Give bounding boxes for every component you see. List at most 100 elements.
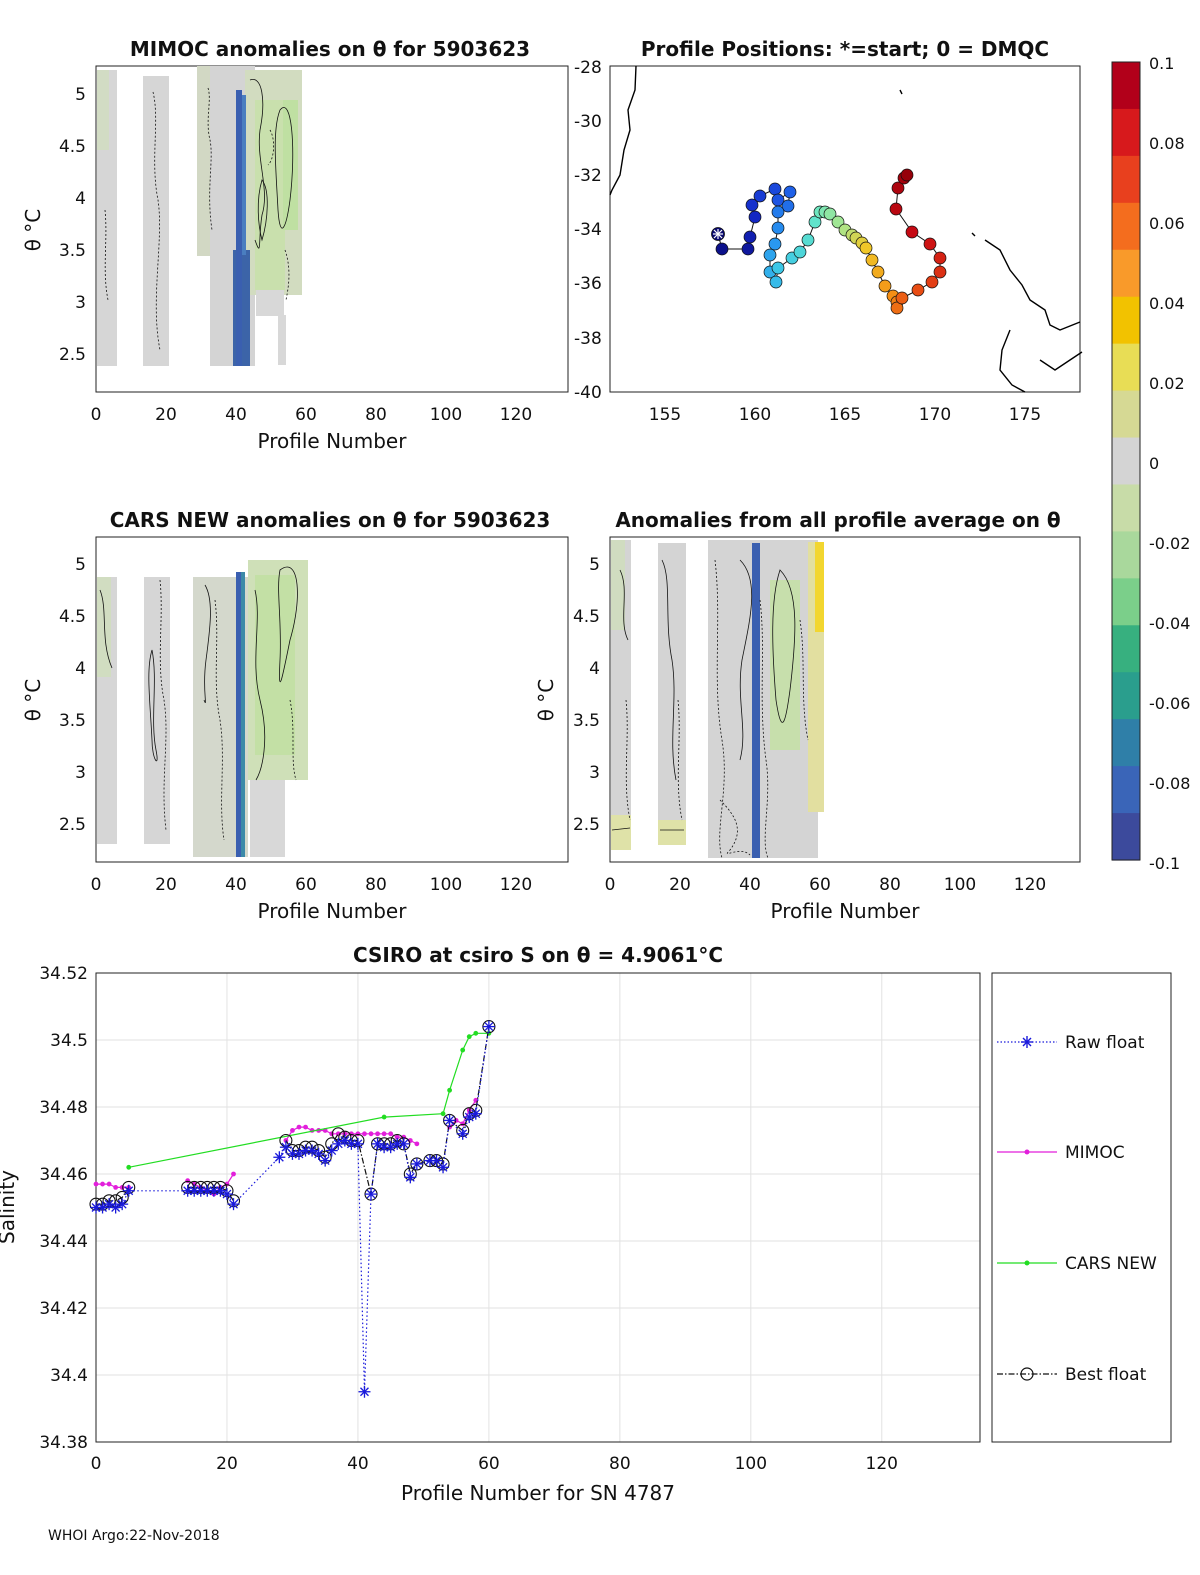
svg-text:0: 0 [91,875,102,895]
svg-text:60: 60 [295,405,317,425]
avg-title: Anomalies from all profile average on θ [615,508,1060,532]
svg-text:100: 100 [944,875,976,895]
mimoc-point [381,1131,387,1137]
svg-text:-38: -38 [574,329,602,349]
avg-contours [611,559,809,859]
raw-float-point [220,1188,233,1201]
colorbar-stripe [1112,155,1140,204]
colorbar-stripe [1112,719,1140,767]
mimoc-point [355,1131,361,1137]
avg-panel: Anomalies from all profile average on θ [534,508,1081,923]
positions-title: Profile Positions: *=start; 0 = DMQC [641,37,1049,61]
raw-float-point [319,1154,332,1167]
series-raw-float [90,1020,495,1398]
profile-position-marker [768,182,782,196]
mimoc-anomaly-field [97,66,302,366]
svg-text:170: 170 [919,405,951,425]
profile-position-marker [783,185,797,199]
svg-text:20: 20 [155,405,177,425]
svg-text:0.04: 0.04 [1149,294,1185,313]
mimoc-point [388,1131,394,1137]
mimoc-point [290,1128,295,1133]
float-track [711,168,947,315]
legend-frame [991,972,1172,1443]
colorbar-gradient [1112,62,1140,861]
svg-text:4.5: 4.5 [573,607,600,627]
mimoc-y-ticks: 5 4.5 4 3.5 3 2.5 [59,85,86,365]
raw-float-point [122,1184,135,1197]
y-tick-label: 34.38 [39,1433,88,1453]
svg-text:3.5: 3.5 [59,711,86,731]
colorbar-stripe [1112,484,1140,533]
svg-text:0.06: 0.06 [1149,214,1185,233]
salinity-series [89,1020,496,1398]
raw-float-point [410,1157,423,1170]
svg-text:60: 60 [295,875,317,895]
svg-text:4: 4 [75,659,86,679]
svg-text:4: 4 [589,659,600,679]
colorbar-stripe [1112,625,1140,673]
svg-text:4.5: 4.5 [59,137,86,157]
svg-text:100: 100 [430,875,462,895]
y-tick-label: 34.4 [50,1366,88,1386]
profile-position-marker [871,265,885,279]
salinity-title: CSIRO at csiro S on θ = 4.9061°C [353,943,723,967]
mimoc-point [296,1124,302,1130]
profile-position-marker [768,237,782,251]
profile-position-marker [741,242,755,256]
svg-text:3.5: 3.5 [59,241,86,261]
mimoc-point [106,1181,112,1187]
x-tick-label: 40 [347,1454,369,1474]
raw-float-point [423,1154,436,1167]
svg-text:165: 165 [829,405,861,425]
x-tick-label: 100 [735,1454,767,1474]
mimoc-axes [95,65,569,393]
svg-text:3: 3 [75,763,86,783]
profile-position-marker [933,265,947,279]
footer-stamp: WHOI Argo:22-Nov-2018 [48,1528,220,1544]
series-cars-new [126,1030,492,1170]
mimoc-ylabel: θ °C [21,209,45,252]
svg-text:5: 5 [75,85,86,105]
mimoc-point [394,1134,400,1140]
cars-ylabel: θ °C [21,679,45,722]
positions-panel: Profile Positions: *=start; 0 = DMQC -28… [574,37,1083,425]
profile-position-marker [771,221,785,235]
svg-text:-0.02: -0.02 [1149,534,1190,553]
svg-text:5: 5 [589,555,600,575]
colorbar-stripe [1112,108,1140,157]
cars-new-point [381,1114,387,1120]
mimoc-contours [104,79,294,351]
svg-text:-28: -28 [574,58,602,78]
colorbar-stripe [1112,672,1140,720]
svg-text:-0.04: -0.04 [1149,614,1190,633]
profile-position-marker [905,225,919,239]
colorbar-stripe [1112,578,1140,626]
raw-float-point [90,1201,102,1214]
colorbar-stripe [1112,390,1140,439]
svg-text:-0.06: -0.06 [1149,694,1190,713]
colorbar-stripe [1112,249,1140,298]
mimoc-panel: MIMOC anomalies on θ for 5903623 [21,37,569,453]
mimoc-point [362,1131,367,1137]
y-tick-label: 34.48 [39,1098,88,1118]
profile-position-marker [753,189,767,203]
y-tick-label: 34.44 [39,1232,88,1252]
cars-axes [95,536,569,863]
profile-position-marker [793,245,807,259]
svg-text:3: 3 [589,763,600,783]
colorbar-ticks: 0.1 0.08 0.06 0.04 0.02 0 -0.02 -0.04 -0… [1149,54,1190,873]
colorbar-stripe [1112,343,1140,392]
cars-anomaly-field [97,560,308,857]
raw-float-point [358,1385,371,1398]
x-tick-label: 60 [478,1454,500,1474]
profile-position-marker [715,242,729,256]
svg-text:-0.08: -0.08 [1149,774,1190,793]
colorbar-stripe [1112,296,1140,345]
svg-text:4: 4 [75,189,86,209]
svg-text:0: 0 [91,405,102,425]
raw-float-point [456,1127,469,1140]
profile-position-marker [748,210,762,224]
cars-x-ticks: 0 20 40 60 80 100 120 [91,875,533,895]
